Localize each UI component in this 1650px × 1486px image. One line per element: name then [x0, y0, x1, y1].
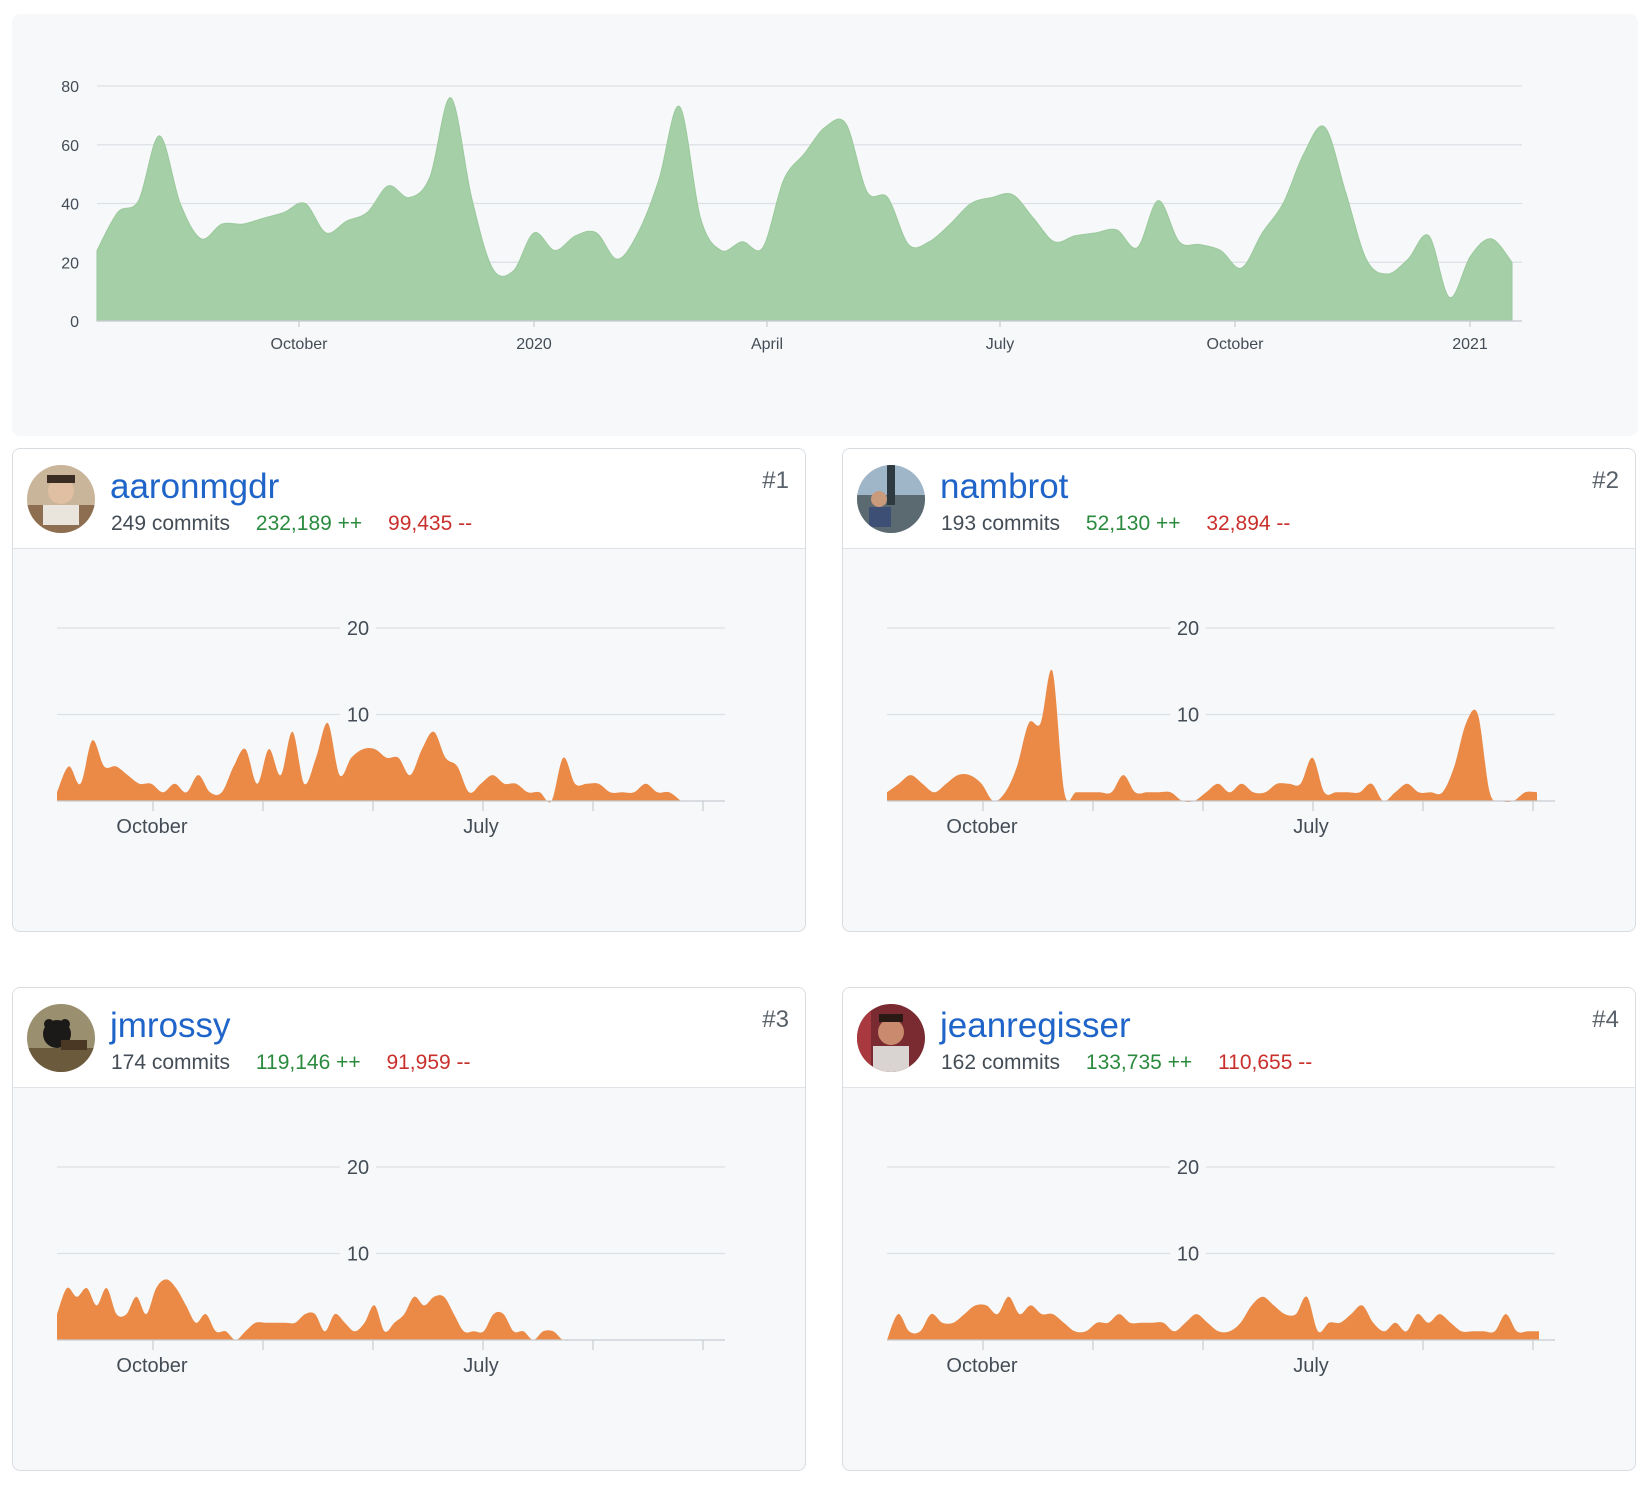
y-tick-label: 40 — [61, 197, 79, 214]
contributor-username-link[interactable]: aaronmgdr — [110, 467, 280, 506]
contributor-username-link[interactable]: jmrossy — [110, 1006, 231, 1045]
contributor-card: aaronmgdr 249 commits 232,189 ++ 99,435 … — [12, 448, 806, 932]
avatar-photo-icon — [27, 1004, 95, 1072]
contributor-commit-chart[interactable]: 10 20 October July — [13, 549, 806, 932]
deletions-count: 110,655 -- — [1218, 1051, 1313, 1074]
deletions-count: 32,894 -- — [1206, 512, 1291, 535]
additions-count: 232,189 ++ — [255, 512, 363, 535]
y-tick-label: 10 — [1177, 705, 1199, 727]
contributor-card: jmrossy 174 commits 119,146 ++ 91,959 --… — [12, 987, 806, 1471]
avatar-photo-icon — [27, 465, 95, 533]
y-tick-label: 10 — [1177, 1244, 1199, 1266]
x-tick-label: July — [1293, 1355, 1329, 1377]
avatar[interactable] — [857, 465, 925, 533]
x-tick-label: 2020 — [516, 336, 552, 353]
avatar[interactable] — [27, 1004, 95, 1072]
contributor-header: nambrot 193 commits 52,130 ++ 32,894 -- … — [843, 449, 1635, 549]
additions-count: 119,146 ++ — [255, 1051, 361, 1074]
y-tick-label: 60 — [61, 138, 79, 155]
contributor-stats: 162 commits 133,735 ++ 110,655 -- — [941, 1050, 1312, 1076]
y-tick-label: 10 — [347, 1244, 369, 1266]
y-tick-label: 20 — [347, 618, 369, 640]
x-tick-label: October — [946, 816, 1017, 838]
x-tick-label: July — [463, 816, 499, 838]
x-tick-label: October — [1207, 336, 1265, 353]
contributor-stats: 249 commits 232,189 ++ 99,435 -- — [111, 511, 472, 537]
x-tick-label: October — [271, 336, 329, 353]
commit-count-link[interactable]: 249 commits — [111, 512, 231, 535]
y-tick-label-bg — [340, 1242, 376, 1265]
contributor-commits-area — [887, 669, 1537, 803]
x-tick-label: April — [751, 336, 783, 353]
contributor-commit-chart[interactable]: 10 20 October July — [13, 1088, 806, 1471]
contributor-commit-chart[interactable]: 10 20 October July — [843, 1088, 1636, 1471]
contributor-commits-area — [57, 1279, 573, 1341]
main-chart-panel: 0 20 40 60 80 October 2020 April July October 2021 — [12, 14, 1638, 436]
contributor-card: nambrot 193 commits 52,130 ++ 32,894 -- … — [842, 448, 1636, 932]
contributor-rank: #4 — [1592, 1006, 1619, 1033]
y-tick-label: 80 — [61, 79, 79, 96]
x-tick-label: July — [986, 336, 1014, 353]
contributor-rank: #2 — [1592, 467, 1619, 494]
y-tick-label-bg — [340, 1156, 376, 1178]
x-tick-label: July — [463, 1355, 499, 1377]
y-tick-label-bg — [1170, 617, 1206, 639]
x-tick-label: October — [116, 816, 187, 838]
contributor-header: jmrossy 174 commits 119,146 ++ 91,959 --… — [13, 988, 805, 1088]
commits-area — [96, 97, 1513, 322]
contributor-rank: #3 — [762, 1006, 789, 1033]
commit-count-link[interactable]: 174 commits — [111, 1051, 231, 1074]
contributor-username-link[interactable]: jeanregisser — [940, 1006, 1131, 1045]
contributor-stats: 174 commits 119,146 ++ 91,959 -- — [111, 1050, 471, 1076]
commit-count-link[interactable]: 193 commits — [941, 512, 1061, 535]
y-tick-label: 10 — [347, 705, 369, 727]
y-tick-label-bg — [1170, 1242, 1206, 1265]
y-tick-label: 20 — [1177, 618, 1199, 640]
contributor-username-link[interactable]: nambrot — [940, 467, 1069, 506]
avatar[interactable] — [857, 1004, 925, 1072]
avatar-photo-icon — [857, 465, 925, 533]
deletions-count: 91,959 -- — [386, 1051, 471, 1074]
contributor-stats: 193 commits 52,130 ++ 32,894 -- — [941, 511, 1290, 537]
y-tick-label-bg — [340, 617, 376, 639]
x-tick-label: October — [946, 1355, 1017, 1377]
additions-count: 52,130 ++ — [1085, 512, 1181, 535]
y-tick-label: 20 — [1177, 1157, 1199, 1179]
y-tick-label: 20 — [347, 1157, 369, 1179]
y-tick-label-bg — [1170, 1156, 1206, 1178]
contributor-rank: #1 — [762, 467, 789, 494]
commit-count-link[interactable]: 162 commits — [941, 1051, 1061, 1074]
contributor-header: aaronmgdr 249 commits 232,189 ++ 99,435 … — [13, 449, 805, 549]
contributor-card: jeanregisser 162 commits 133,735 ++ 110,… — [842, 987, 1636, 1471]
x-tick-label: October — [116, 1355, 187, 1377]
avatar-photo-icon — [857, 1004, 925, 1072]
x-tick-label: July — [1293, 816, 1329, 838]
y-tick-label: 20 — [61, 255, 79, 272]
y-tick-label-bg — [340, 703, 376, 726]
y-tick-label: 0 — [70, 314, 79, 331]
main-commit-chart[interactable]: 0 20 40 60 80 October 2020 April July October 2021 — [12, 14, 1638, 436]
deletions-count: 99,435 -- — [388, 512, 473, 535]
avatar[interactable] — [27, 465, 95, 533]
contributor-commits-area — [57, 722, 681, 803]
x-tick-label: 2021 — [1452, 336, 1488, 353]
contributor-commits-area — [887, 1296, 1539, 1340]
y-tick-label-bg — [1170, 703, 1206, 726]
additions-count: 133,735 ++ — [1085, 1051, 1193, 1074]
contributor-header: jeanregisser 162 commits 133,735 ++ 110,… — [843, 988, 1635, 1088]
contributor-commit-chart[interactable]: 10 20 October July — [843, 549, 1636, 932]
